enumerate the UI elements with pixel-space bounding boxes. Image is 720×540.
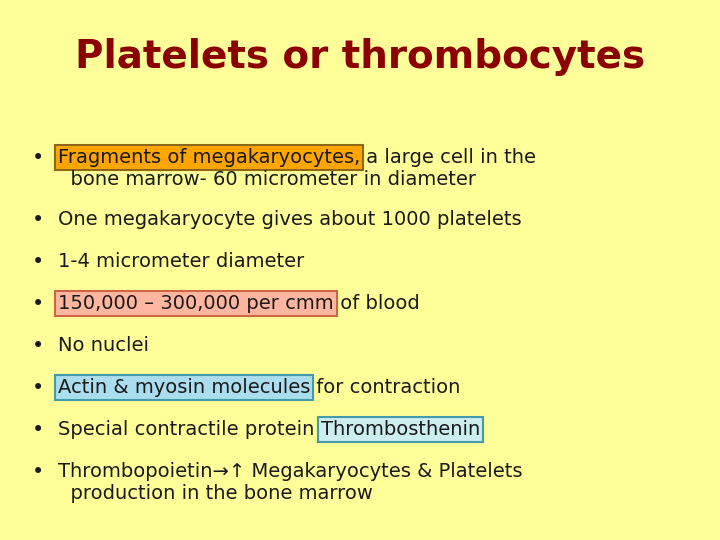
Text: Fragments of megakaryocytes,: Fragments of megakaryocytes, — [58, 148, 360, 167]
Text: No nuclei: No nuclei — [58, 336, 149, 355]
Text: •: • — [32, 420, 44, 440]
Text: •: • — [32, 378, 44, 398]
Text: production in the bone marrow: production in the bone marrow — [58, 484, 373, 503]
Text: a large cell in the: a large cell in the — [360, 148, 536, 167]
Text: Thrombopoietin→↑ Megakaryocytes & Platelets: Thrombopoietin→↑ Megakaryocytes & Platel… — [58, 462, 523, 481]
Text: Thrombosthenin: Thrombosthenin — [320, 420, 480, 439]
Text: Platelets or thrombocytes: Platelets or thrombocytes — [75, 38, 645, 76]
Text: Actin & myosin molecules: Actin & myosin molecules — [58, 378, 310, 397]
Text: for contraction: for contraction — [310, 378, 461, 397]
Text: 1-4 micrometer diameter: 1-4 micrometer diameter — [58, 252, 305, 271]
Text: Special contractile protein: Special contractile protein — [58, 420, 320, 439]
Text: •: • — [32, 252, 44, 272]
Text: bone marrow- 60 micrometer in diameter: bone marrow- 60 micrometer in diameter — [58, 170, 476, 189]
Text: •: • — [32, 148, 44, 168]
Text: •: • — [32, 294, 44, 314]
Text: of blood: of blood — [333, 294, 419, 313]
Text: •: • — [32, 462, 44, 482]
Text: •: • — [32, 336, 44, 356]
Text: 150,000 – 300,000 per cmm: 150,000 – 300,000 per cmm — [58, 294, 333, 313]
Text: •: • — [32, 210, 44, 230]
Text: One megakaryocyte gives about 1000 platelets: One megakaryocyte gives about 1000 plate… — [58, 210, 521, 229]
